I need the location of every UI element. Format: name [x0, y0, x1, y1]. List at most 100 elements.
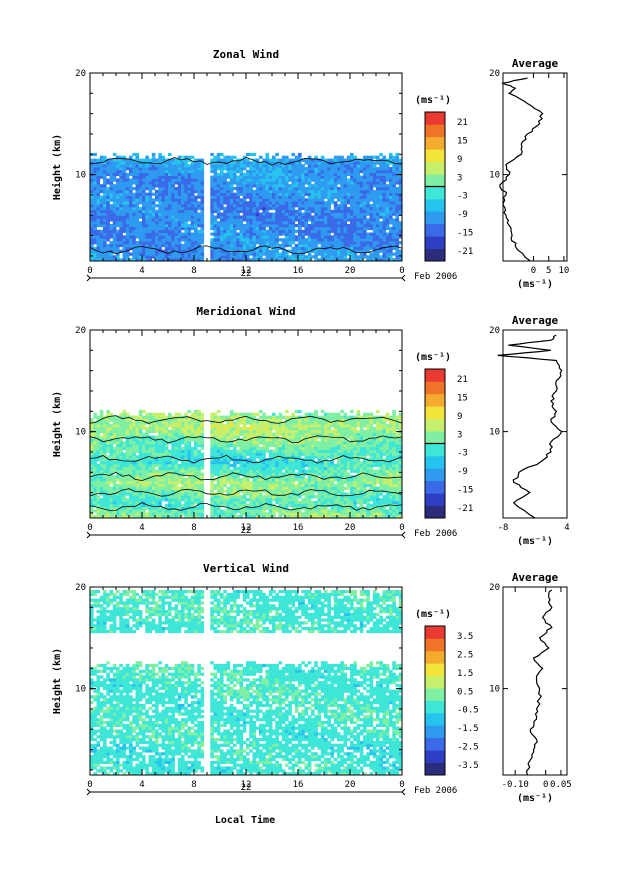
- heatmap-cell: [103, 415, 107, 419]
- heatmap-cell: [109, 189, 114, 194]
- heatmap-cell: [164, 415, 169, 419]
- heatmap-cell: [366, 232, 370, 236]
- heatmap-cell: [197, 181, 201, 185]
- heatmap-cell: [93, 246, 97, 250]
- heatmap-cell: [220, 187, 224, 191]
- heatmap-cell: [145, 212, 149, 216]
- heatmap-cell: [171, 421, 175, 425]
- heatmap-cell: [392, 221, 396, 225]
- heatmap-cell: [291, 235, 296, 239]
- heatmap-cell: [171, 472, 175, 476]
- heatmap-cell: [106, 189, 110, 194]
- heatmap-cell: [174, 489, 179, 493]
- heatmap-cell: [379, 258, 383, 262]
- heatmap-cell: [226, 218, 231, 222]
- heatmap-cell: [262, 224, 266, 228]
- heatmap-cell: [168, 209, 172, 213]
- heatmap-cell: [155, 421, 159, 425]
- heatmap-cell: [223, 432, 227, 436]
- heatmap-cell: [223, 472, 227, 476]
- heatmap-cell: [275, 246, 279, 250]
- heatmap-cell: [213, 444, 218, 448]
- heatmap-cell: [382, 212, 387, 216]
- heatmap-cell: [246, 235, 250, 239]
- heatmap-cell: [278, 189, 283, 194]
- heatmap-cell: [275, 195, 279, 199]
- heatmap-cell: [135, 475, 140, 479]
- heatmap-cell: [363, 212, 367, 216]
- heatmap-cell: [213, 218, 218, 222]
- heatmap-cell: [320, 215, 325, 219]
- heatmap-cell: [132, 441, 136, 445]
- heatmap-cell: [90, 212, 94, 216]
- heatmap-cell: [106, 483, 110, 488]
- heatmap-cell: [194, 161, 198, 165]
- heatmap-cell: [372, 167, 377, 171]
- heatmap-cell: [106, 164, 110, 168]
- heatmap-cell: [200, 169, 205, 174]
- heatmap-cell: [255, 184, 260, 188]
- heatmap-cell: [285, 161, 289, 165]
- heatmap-cell: [96, 472, 101, 476]
- heatmap-cell: [359, 232, 364, 236]
- heatmap-cell: [301, 218, 305, 222]
- heatmap-cell: [125, 438, 130, 442]
- heatmap-cell: [272, 189, 276, 194]
- heatmap-cell: [379, 226, 383, 231]
- heatmap-cell: [145, 164, 149, 168]
- heatmap-cell: [129, 438, 133, 442]
- heatmap-cell: [278, 178, 283, 182]
- heatmap-cell: [171, 418, 175, 422]
- heatmap-cell: [301, 212, 305, 216]
- heatmap-cell: [239, 215, 244, 219]
- heatmap-cell: [145, 238, 149, 242]
- heatmap-cell: [366, 184, 370, 188]
- heatmap-cell: [395, 218, 400, 222]
- heatmap-cell: [181, 178, 185, 182]
- heatmap-cell: [330, 212, 335, 216]
- heatmap-cell: [301, 158, 305, 162]
- heatmap-cell: [197, 252, 201, 256]
- heatmap-cell: [343, 161, 348, 165]
- heatmap-cell: [301, 175, 305, 179]
- heatmap-cell: [106, 167, 110, 171]
- heatmap-cell: [223, 221, 227, 225]
- heatmap-cell: [246, 258, 250, 262]
- heatmap-cell: [122, 478, 127, 482]
- heatmap-cell: [90, 238, 94, 242]
- heatmap-cell: [265, 209, 270, 213]
- heatmap-cell: [177, 466, 182, 470]
- heatmap-cell: [356, 167, 361, 171]
- heatmap-cell: [181, 492, 185, 496]
- heatmap-cell: [346, 243, 351, 248]
- heatmap-cell: [255, 158, 260, 162]
- heatmap-cell: [132, 255, 136, 259]
- heatmap-cell: [278, 158, 283, 162]
- heatmap-cell: [194, 438, 198, 442]
- heatmap-cell: [155, 172, 159, 176]
- heatmap-cell: [285, 169, 289, 174]
- heatmap-cell: [327, 169, 331, 174]
- heatmap-cell: [151, 429, 156, 433]
- heatmap-cell: [138, 438, 143, 442]
- colorbar-swatch: [425, 136, 445, 150]
- heatmap-cell: [330, 167, 335, 171]
- heatmap-cells: [90, 409, 403, 519]
- heatmap-cell: [301, 189, 305, 194]
- heatmap-cell: [213, 229, 218, 233]
- heatmap-cell: [262, 232, 266, 236]
- heatmap-cell: [200, 209, 205, 213]
- heatmap-cell: [197, 503, 201, 507]
- heatmap-cell: [337, 209, 341, 213]
- heatmap-cell: [314, 175, 318, 179]
- heatmap-cell: [129, 258, 133, 262]
- heatmap-cell: [96, 221, 101, 225]
- heatmap-cell: [213, 258, 218, 262]
- heatmap-cell: [187, 481, 192, 485]
- heatmap-cell: [311, 209, 315, 213]
- heatmap-cell: [259, 235, 263, 239]
- heatmap-cell: [129, 221, 133, 225]
- heatmap-cell: [210, 483, 214, 488]
- heatmap-cell: [190, 458, 195, 462]
- heatmap-cell: [314, 255, 318, 259]
